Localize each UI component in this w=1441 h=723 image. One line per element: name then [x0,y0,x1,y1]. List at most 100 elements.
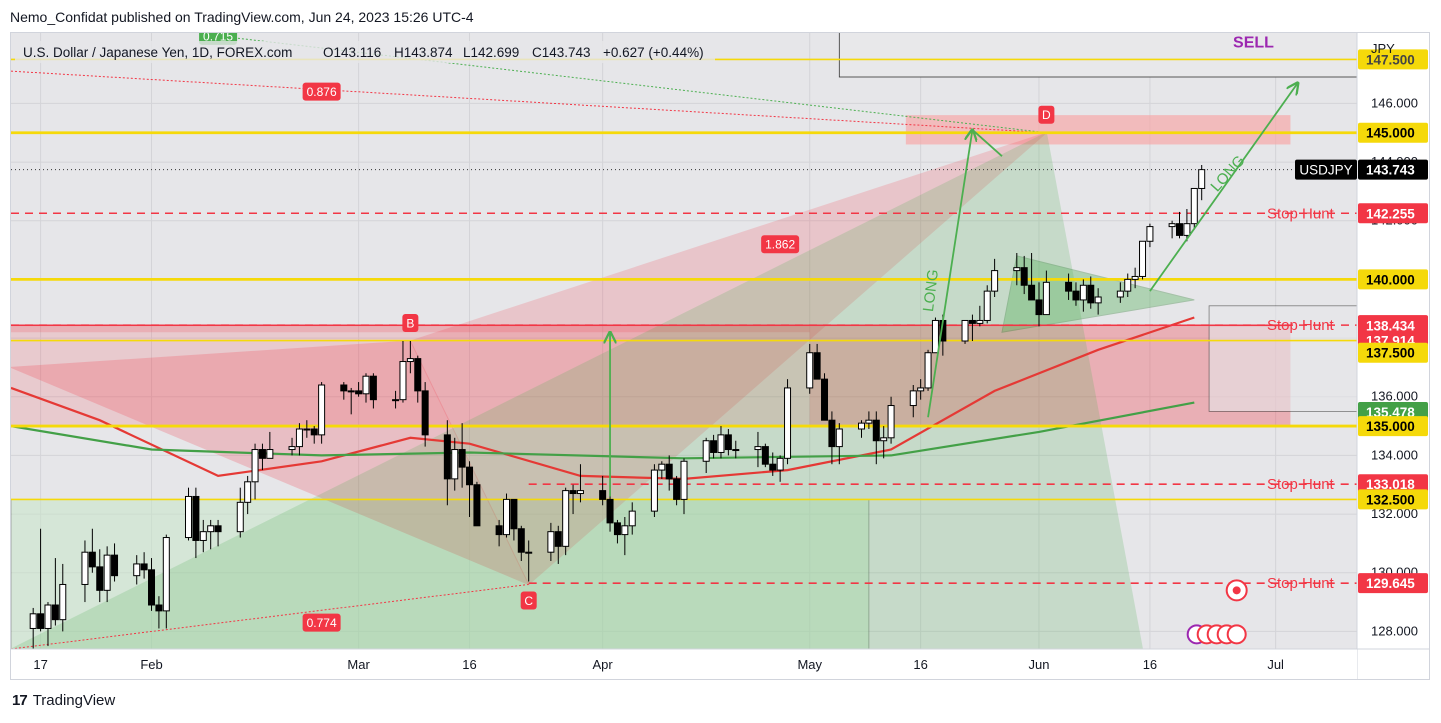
candle [1013,253,1021,286]
candle-body [576,490,584,495]
time-axis[interactable] [11,649,1357,680]
candle-body [732,449,740,452]
candle [717,426,725,459]
candle-body [451,449,459,480]
publisher-line: Nemo_Confidat published on TradingView.c… [10,9,474,25]
candle-body [776,457,784,471]
candle [392,390,400,409]
candle-body [214,525,222,533]
candle-body [1028,284,1036,301]
legend-symbol: U.S. Dollar / Japanese Yen, 1D, FOREX.co… [23,45,292,60]
long-label: LONG [920,268,942,312]
pattern-point-label: D [1042,108,1051,122]
legend-open: O143.116 [323,45,381,60]
ratio-line [11,70,1047,134]
tradingview-logo-icon: 17 [12,692,28,709]
candle-body [1131,275,1139,280]
candle [111,543,119,582]
candle [613,519,621,544]
ticker-text: USDJPY [1299,163,1352,178]
candle-body [599,490,607,500]
stop-hunt-label: Stop Hunt [1267,205,1335,222]
chart-frame[interactable]: Stop Hunt Stop Hunt Stop Hunt Stop Hunt B C D… [10,32,1430,680]
candle [310,426,318,444]
candle [665,455,673,491]
candle-body [1042,281,1050,316]
candle [192,487,200,559]
price-chart[interactable]: Stop Hunt Stop Hunt Stop Hunt Stop Hunt B C D… [11,33,1430,680]
news-icon [1226,624,1247,645]
candle [1146,223,1154,248]
last-price-badge [1358,159,1428,180]
candle [835,423,843,465]
ratio-badge [761,235,800,254]
level-price-text: 147.500 [1366,52,1415,67]
candle [865,411,873,429]
candle-body [887,405,895,439]
level-price-badge [1358,203,1428,224]
candle [1139,240,1147,280]
candle [495,519,503,547]
level-price-text: 138.434 [1366,318,1415,333]
candle [1168,220,1176,239]
candle-body [517,528,525,553]
candle-body [266,449,274,459]
candle-body [835,428,843,448]
candle [702,437,710,473]
candle-body [199,531,207,541]
candle [525,540,533,582]
y-tick-label: 146.000 [1371,95,1418,110]
candle [562,487,570,556]
candle [103,546,111,603]
candle-body [148,569,156,606]
sell-box [838,33,1358,78]
candle [466,461,474,517]
candle [473,481,481,527]
candle [569,484,577,515]
candle [621,517,629,556]
candle [140,552,148,579]
candle-body [244,481,252,503]
projection-box [1208,305,1358,412]
candle [724,429,732,456]
x-tick-label: Jun [1029,657,1050,672]
y-tick-label: 128.000 [1371,623,1418,638]
level-price-text: 133.018 [1366,477,1415,492]
level-price-text: 142.255 [1366,206,1415,221]
candle [776,455,784,482]
y-tick-label: 132.000 [1371,506,1418,521]
candle-body [857,422,865,430]
arrow-long-2 [1149,83,1298,292]
candle [1028,253,1036,301]
candle [503,493,511,538]
x-tick-label: 16 [913,657,927,672]
candle [961,319,969,344]
level-price-badge [1358,474,1428,495]
candle [421,382,429,447]
candle [983,285,991,324]
level-price-text: 135.000 [1366,419,1415,434]
candle [162,534,170,629]
candle-body [1087,284,1095,304]
candle-body [369,375,377,401]
candle-body [495,525,503,536]
candle [813,343,821,380]
candle-body [909,390,917,407]
candle [96,549,104,603]
candle-body [1198,169,1206,189]
candle-body [510,498,518,530]
candle-body [458,449,466,468]
candle [355,382,363,397]
candle [251,443,259,500]
candle [1020,255,1028,295]
candle [606,493,614,532]
candle-body [717,434,725,453]
candle [207,519,215,550]
candle-body [140,563,148,571]
candle-body [37,613,45,629]
candle [917,379,925,400]
candle-body [665,463,673,480]
candle-body [806,352,814,389]
candle-body [192,495,200,541]
candle-body [340,384,348,392]
